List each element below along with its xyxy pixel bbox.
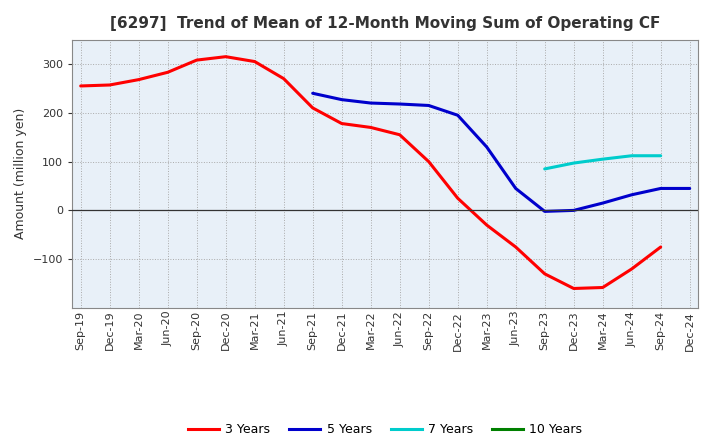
Title: [6297]  Trend of Mean of 12-Month Moving Sum of Operating CF: [6297] Trend of Mean of 12-Month Moving …	[110, 16, 660, 32]
Legend: 3 Years, 5 Years, 7 Years, 10 Years: 3 Years, 5 Years, 7 Years, 10 Years	[183, 418, 588, 440]
Y-axis label: Amount (million yen): Amount (million yen)	[14, 108, 27, 239]
